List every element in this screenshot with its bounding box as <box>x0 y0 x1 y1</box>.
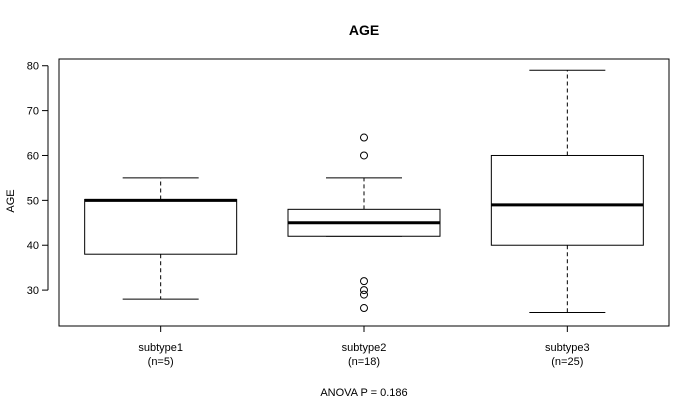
y-tick-label: 50 <box>27 195 39 207</box>
category-n-label: (n=5) <box>148 356 174 368</box>
y-tick-label: 70 <box>27 106 39 118</box>
category-n-label: (n=18) <box>348 356 380 368</box>
outlier-point <box>360 151 368 160</box>
category-label: subtype1 <box>138 342 183 354</box>
box-iqr <box>490 154 644 246</box>
y-tick-label: 30 <box>27 285 39 297</box>
box-group-subtype1: subtype1 (n=5) <box>84 177 238 368</box>
box-group-subtype2: subtype2 (n=18) <box>287 133 441 368</box>
outlier-point <box>360 290 368 299</box>
y-tick-label: 60 <box>27 150 39 162</box>
x-axis-label: ANOVA P = 0.186 <box>320 387 407 399</box>
chart-title: AGE <box>349 22 379 38</box>
category-label: subtype2 <box>342 342 387 354</box>
box-group-subtype3: subtype3 (n=25) <box>490 69 644 368</box>
box-iqr <box>84 198 238 255</box>
outlier-point <box>360 304 368 313</box>
outlier-point <box>360 277 368 286</box>
y-axis-label: AGE <box>5 189 17 212</box>
y-tick-label: 40 <box>27 240 39 252</box>
outlier-point <box>360 133 368 142</box>
category-n-label: (n=25) <box>551 356 583 368</box>
outlier-point <box>360 286 368 295</box>
y-tick-label: 80 <box>27 61 39 73</box>
category-label: subtype3 <box>545 342 590 354</box>
